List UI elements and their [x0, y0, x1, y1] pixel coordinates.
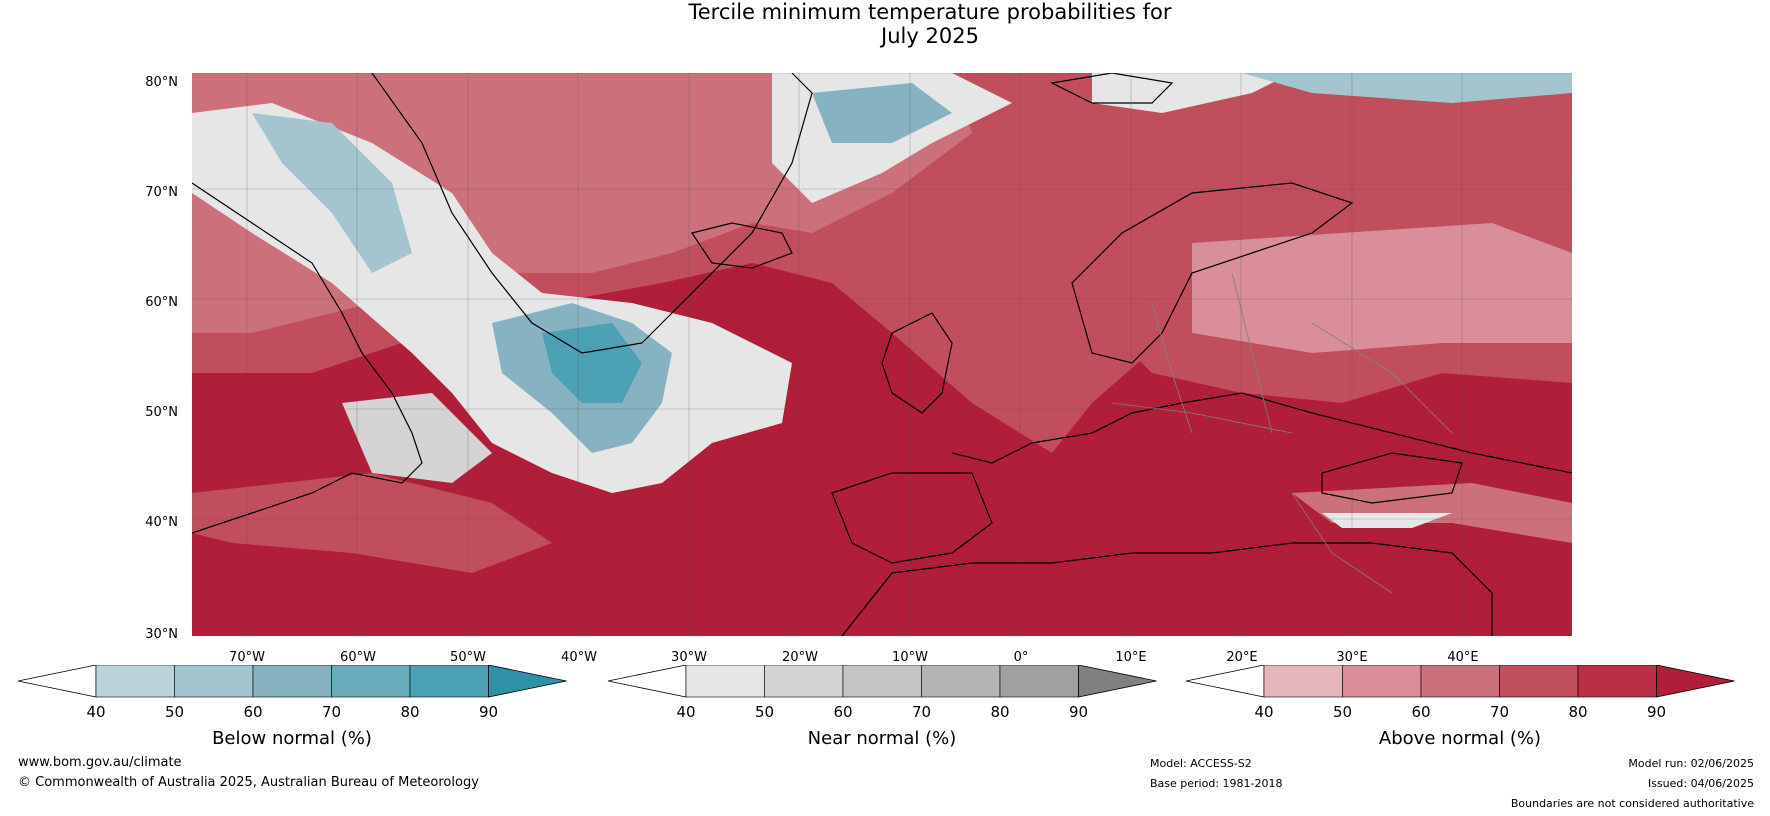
lon-label: 40°E — [1447, 650, 1479, 665]
black-sea-coast — [1321, 452, 1463, 504]
colorbar-tick-label: 90 — [478, 703, 499, 721]
lon-label: 30°W — [671, 650, 707, 665]
below-normal-region — [542, 323, 642, 403]
colorbars — [17, 665, 1735, 698]
colorbar-title-near: Near normal (%) — [807, 728, 957, 749]
colorbar-segment — [999, 665, 1079, 698]
graticule — [192, 73, 1572, 636]
lon-label: 10°E — [1115, 650, 1147, 665]
probability-map — [192, 73, 1572, 636]
colorbar-tick-label: 40 — [676, 703, 696, 721]
title-line-2: July 2025 — [881, 24, 979, 48]
colorbar-segment — [842, 665, 922, 698]
colorbar-tick-label: 60 — [1411, 703, 1431, 721]
below-normal-region — [1242, 73, 1572, 103]
footer-issued: Issued: 04/06/2025 — [1647, 777, 1754, 790]
british-isles-coast — [881, 312, 953, 414]
lon-label: 50°W — [450, 650, 486, 665]
colorbar-segment — [409, 665, 489, 698]
colorbar-segment — [1420, 665, 1500, 698]
lat-label: 40°N — [145, 515, 178, 530]
colorbar-tick-label: 40 — [1254, 703, 1274, 721]
colorbar-high-extend — [1656, 665, 1735, 698]
colorbar-segment — [1499, 665, 1579, 698]
svalbard-coast — [1050, 73, 1174, 104]
colorbar-tick-label: 70 — [911, 703, 932, 721]
colorbar-segment — [95, 665, 175, 698]
colorbar-segment — [764, 665, 844, 698]
iceland-coast — [691, 222, 793, 269]
colorbar-tick-label: 60 — [833, 703, 853, 721]
lon-label: 20°E — [1226, 650, 1258, 665]
scandinavia-coast — [1071, 182, 1354, 364]
colorbar-segment — [252, 665, 332, 698]
colorbar-tick-label: 70 — [1489, 703, 1510, 721]
colorbar-tick-label: 50 — [754, 703, 775, 721]
coastlines — [192, 73, 1572, 636]
title-line-1: Tercile minimum temperature probabilitie… — [688, 0, 1172, 24]
footer-copyright: © Commonwealth of Australia 2025, Austra… — [18, 775, 479, 790]
colorbar-segment — [331, 665, 411, 698]
colorbar-tick-label: 60 — [243, 703, 263, 721]
footer-model: Model: ACCESS-S2 — [1150, 757, 1252, 770]
colorbar-segment — [1263, 665, 1343, 698]
colorbar-title-above: Above normal (%) — [1378, 728, 1542, 749]
lat-label: 80°N — [145, 75, 178, 90]
footer-url: www.bom.gov.au/climate — [18, 755, 182, 770]
above-normal-band — [992, 303, 1112, 393]
colorbar-tick-label: 90 — [1068, 703, 1089, 721]
labrador-coast — [192, 182, 423, 534]
above-normal-band — [192, 473, 552, 573]
colorbar-segment — [1342, 665, 1422, 698]
footer-model-run: Model run: 02/06/2025 — [1628, 757, 1754, 770]
lon-label: 60°W — [340, 650, 376, 665]
colorbar-tick-label: 50 — [164, 703, 185, 721]
country-borders — [1111, 272, 1453, 594]
colorbar-segment — [174, 665, 254, 698]
colorbar-low-extend — [607, 665, 687, 698]
colorbar-high-extend — [1078, 665, 1157, 698]
colorbar-high-extend — [488, 665, 567, 698]
greenland-coast — [371, 73, 813, 354]
colorbar-tick-label: 40 — [86, 703, 106, 721]
colorbar-low-extend — [17, 665, 97, 698]
lon-label: 30°E — [1336, 650, 1368, 665]
near-normal-region — [1322, 513, 1452, 528]
lon-label: 10°W — [892, 650, 928, 665]
near-normal-region — [342, 393, 492, 483]
colorbar-segment — [685, 665, 765, 698]
colorbar-segment — [921, 665, 1001, 698]
below-normal-region — [252, 113, 412, 273]
lon-label: 20°W — [782, 650, 818, 665]
colorbar-segment — [1577, 665, 1657, 698]
colorbar-title-below: Below normal (%) — [212, 728, 372, 749]
lon-label: 40°W — [561, 650, 597, 665]
colorbar-tick-label: 90 — [1646, 703, 1667, 721]
colorbar-tick-label: 80 — [1568, 703, 1588, 721]
lat-label: 70°N — [145, 185, 178, 200]
colorbar-tick-label: 80 — [400, 703, 420, 721]
colorbar-tick-label: 70 — [321, 703, 342, 721]
africa-coast — [841, 542, 1493, 636]
lat-label: 30°N — [145, 627, 178, 642]
lat-label: 60°N — [145, 295, 178, 310]
lat-label: 50°N — [145, 405, 178, 420]
above-normal-band — [1192, 223, 1572, 353]
lon-label: 0° — [1013, 650, 1029, 665]
colorbar-tick-label: 50 — [1332, 703, 1353, 721]
chart-title: Tercile minimum temperature probabilitie… — [0, 0, 1770, 48]
footer-disclaimer: Boundaries are not considered authoritat… — [1510, 797, 1754, 810]
iberia-coast — [831, 472, 993, 564]
colorbar-tick-label: 80 — [990, 703, 1010, 721]
lon-label: 70°W — [229, 650, 265, 665]
footer-base-period: Base period: 1981-2018 — [1150, 777, 1283, 790]
below-normal-region — [812, 83, 952, 143]
colorbar-low-extend — [1185, 665, 1265, 698]
